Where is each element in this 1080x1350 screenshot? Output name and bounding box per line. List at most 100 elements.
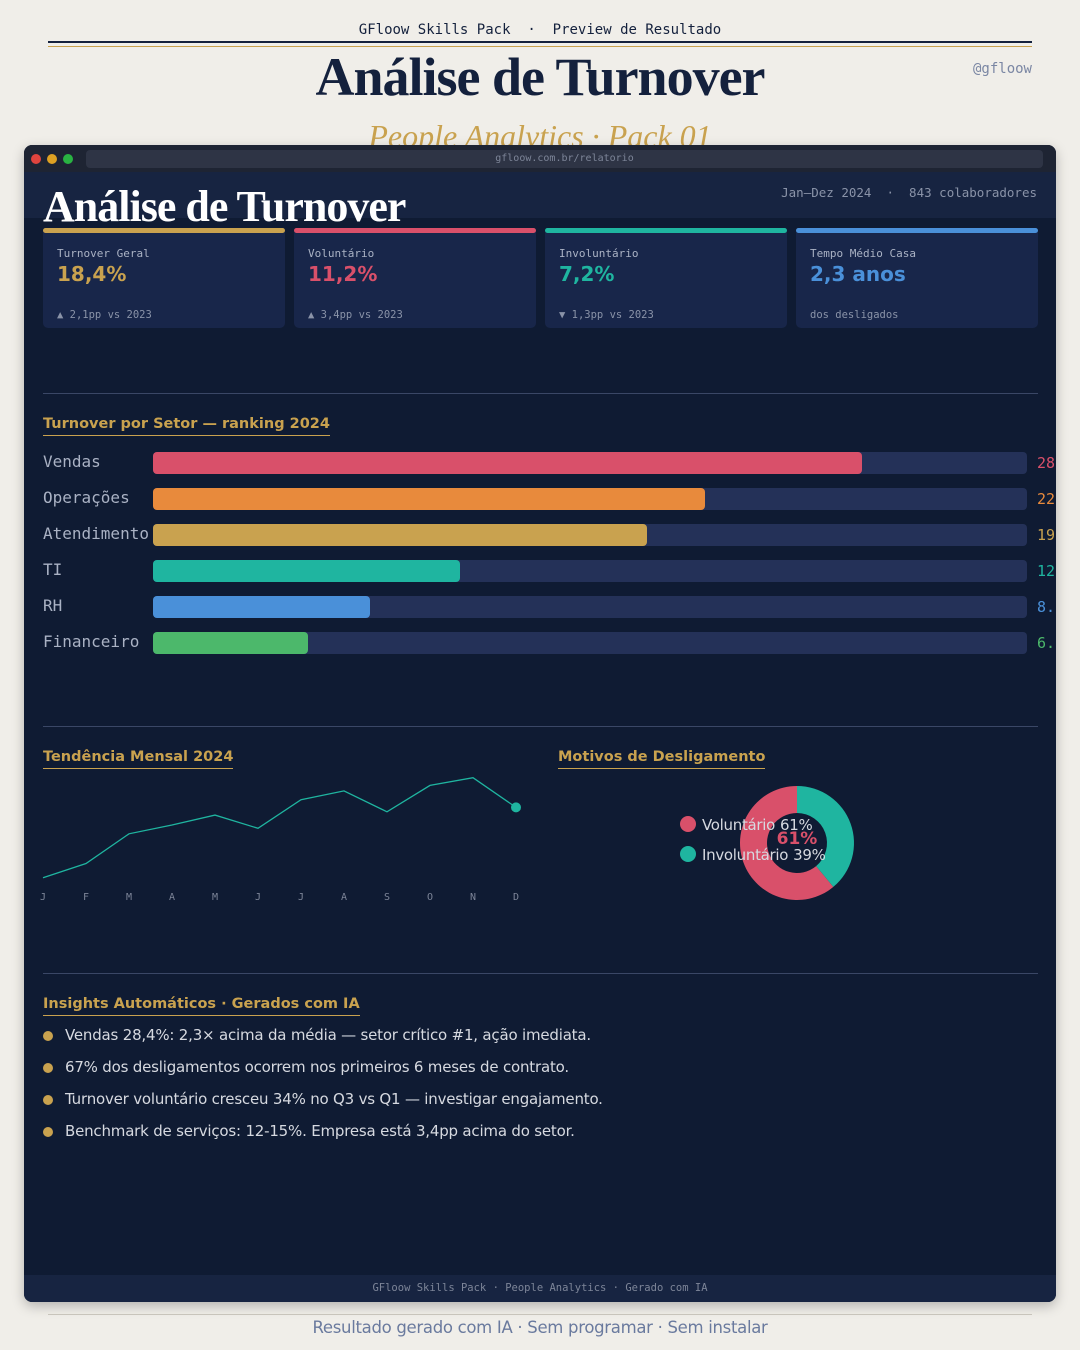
kpi-label: Tempo Médio Casa <box>810 247 916 260</box>
x-tick-label: J <box>298 892 304 903</box>
footer-text: GFloow Skills Pack · People Analytics · … <box>372 1282 708 1294</box>
address-bar[interactable]: gfloow.com.br/relatorio <box>86 150 1043 168</box>
category-label: RH <box>43 596 63 615</box>
kpi-value: 11,2% <box>308 262 378 286</box>
kpi-card: Tempo Médio Casa 2,3 anos dos desligados <box>796 228 1038 328</box>
insight-text: 67% dos desligamentos ocorrem nos primei… <box>65 1058 569 1076</box>
kpi-card: Turnover Geral 18,4% ▲ 2,1pp vs 2023 <box>43 228 285 328</box>
x-tick-label: M <box>126 892 132 903</box>
category-label: Financeiro <box>43 632 140 651</box>
insight-text: Turnover voluntário cresceu 34% no Q3 vs… <box>65 1090 603 1108</box>
value-label: 19.8 <box>1037 526 1056 544</box>
kpi-label: Voluntário <box>308 247 375 260</box>
report-header <box>24 172 1056 218</box>
x-tick-label: J <box>255 892 261 903</box>
rule <box>48 1314 1032 1315</box>
handle: @gfloow <box>972 61 1032 77</box>
legend-entry: Voluntário 61% <box>702 816 813 834</box>
section-title: Turnover por Setor — ranking 2024 <box>43 416 330 436</box>
kpi-value: 7,2% <box>559 262 615 286</box>
report-meta: Jan–Dez 2024 · 843 colaboradores <box>781 185 1037 200</box>
value-label: 22.1 <box>1037 490 1056 508</box>
rule <box>48 41 1032 43</box>
category-label: Atendimento <box>43 524 149 543</box>
legend-name: Voluntário <box>702 816 775 834</box>
x-tick-label: M <box>212 892 218 903</box>
bullet <box>43 1095 53 1105</box>
value-label: 12.3 <box>1037 562 1056 580</box>
kpi-value: 18,4% <box>57 262 127 286</box>
divider <box>43 726 1038 727</box>
report-title: Análise de Turnover <box>43 182 406 231</box>
close-button[interactable] <box>31 154 41 164</box>
value-label: 8.7 <box>1037 598 1056 616</box>
kpi-value: 2,3 anos <box>810 262 906 286</box>
x-tick-label: A <box>169 892 175 903</box>
kpi-accent <box>294 228 536 233</box>
divider <box>43 973 1038 974</box>
x-tick-label: O <box>427 892 433 903</box>
maximize-button[interactable] <box>63 154 73 164</box>
kpi-note: ▼ 1,3pp vs 2023 <box>559 309 654 321</box>
donut-segment <box>797 786 855 887</box>
kpi-label: Turnover Geral <box>57 247 150 260</box>
legend-entry: Involuntário 39% <box>702 846 826 864</box>
value-label: 28.4 <box>1037 454 1056 472</box>
bullet <box>43 1031 53 1041</box>
x-tick-label: A <box>341 892 347 903</box>
tagline: Resultado gerado com IA · Sem programar … <box>312 1318 768 1337</box>
section-title: Insights Automáticos · Gerados com IA <box>43 996 360 1016</box>
insight-text: Benchmark de serviços: 12-15%. Empresa e… <box>65 1122 575 1140</box>
kpi-accent <box>43 228 285 233</box>
insight-text: Vendas 28,4%: 2,3× acima da média — seto… <box>65 1026 591 1044</box>
bar <box>153 560 461 582</box>
bar <box>153 452 863 474</box>
category-label: Vendas <box>43 452 101 471</box>
legend-value: 39% <box>793 846 825 864</box>
donut-center-label: 61% <box>777 829 818 849</box>
kpi-note: ▲ 2,1pp vs 2023 <box>57 309 152 321</box>
browser-window: gfloow.com.br/relatorio Análise de Turno… <box>24 145 1056 1302</box>
bar-track <box>153 632 1027 654</box>
minimize-button[interactable] <box>47 154 57 164</box>
kicker: GFloow Skills Pack · Preview de Resultad… <box>358 22 722 38</box>
category-label: Operações <box>43 488 130 507</box>
bar <box>153 524 648 546</box>
trend-end-point <box>511 802 521 813</box>
section-title: Tendência Mensal 2024 <box>43 749 234 769</box>
category-label: TI <box>43 560 63 579</box>
bullet <box>43 1063 53 1073</box>
bullet <box>43 1127 53 1137</box>
bar <box>153 632 308 654</box>
legend-swatch <box>680 816 696 832</box>
x-tick-label: F <box>83 892 89 903</box>
donut-segment <box>739 786 834 900</box>
kpi-note: dos desligados <box>810 309 899 321</box>
report-footer <box>24 1275 1056 1302</box>
page-title: Análise de Turnover <box>315 47 765 107</box>
bar-track <box>153 596 1027 618</box>
kpi-label: Involuntário <box>559 247 639 260</box>
legend-value: 61% <box>780 816 812 834</box>
legend-name: Involuntário <box>702 846 788 864</box>
kpi-accent <box>545 228 787 233</box>
kpi-note: ▲ 3,4pp vs 2023 <box>308 309 403 321</box>
section-title: Motivos de Desligamento <box>558 749 766 769</box>
kpi-accent <box>796 228 1038 233</box>
chart-canvas: J F M A M J J A S O N D61%Voluntário 61%Involuntário… <box>40 777 855 903</box>
divider <box>43 393 1038 394</box>
rule <box>48 46 1032 47</box>
trend-line <box>42 777 517 879</box>
bar <box>153 596 371 618</box>
kpi-card: Involuntário 7,2% ▼ 1,3pp vs 2023 <box>545 228 787 328</box>
x-tick-label: S <box>384 892 390 903</box>
kpi-card: Voluntário 11,2% ▲ 3,4pp vs 2023 <box>294 228 536 328</box>
value-label: 6.2 <box>1037 634 1056 652</box>
x-tick-label: J <box>40 892 46 903</box>
legend-swatch <box>680 846 696 862</box>
x-tick-label: N <box>470 892 476 903</box>
x-tick-label: D <box>513 892 519 903</box>
bar <box>153 488 705 510</box>
